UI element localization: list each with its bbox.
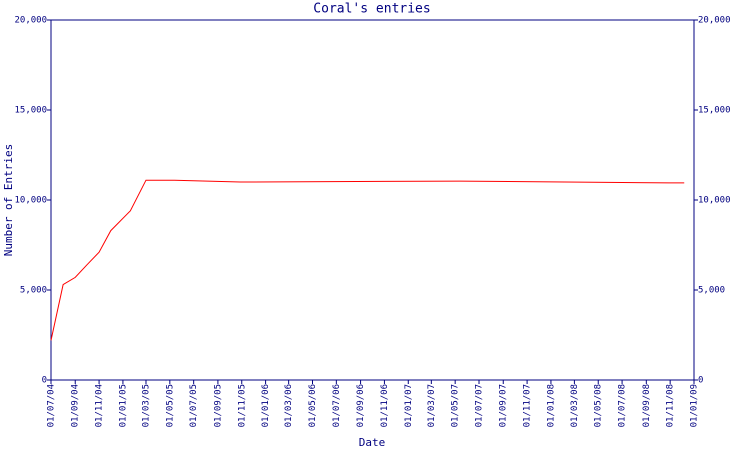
x-tick-label: 01/07/05 xyxy=(189,384,199,427)
y2-tick-label: 10,000 xyxy=(698,196,731,206)
chart: Coral's entries Date Number of Entries 0… xyxy=(0,0,750,450)
x-tick-label: 01/11/05 xyxy=(237,384,247,427)
x-tick-label: 01/09/05 xyxy=(213,384,223,427)
x-tick-label: 01/01/05 xyxy=(118,384,128,427)
y-axis-label: Number of Entries xyxy=(2,144,15,257)
x-tick-label: 01/01/06 xyxy=(261,384,271,427)
y-tick-label: 0 xyxy=(42,376,47,386)
y-tick-label: 5,000 xyxy=(20,286,47,296)
x-tick-label: 01/05/05 xyxy=(165,384,175,427)
x-tick-label: 01/11/08 xyxy=(666,384,676,427)
y-tick-label: 10,000 xyxy=(14,196,47,206)
x-tick-label: 01/09/06 xyxy=(356,384,366,427)
chart-title: Coral's entries xyxy=(313,2,430,17)
x-tick-label: 01/03/06 xyxy=(284,384,294,427)
y-tick-label: 20,000 xyxy=(14,16,47,26)
y2-tick-label: 5,000 xyxy=(698,286,725,296)
x-tick-label: 01/11/07 xyxy=(523,384,533,427)
x-tick-label: 01/05/08 xyxy=(594,384,604,427)
x-tick-label: 01/05/06 xyxy=(308,384,318,427)
x-tick-label: 01/03/07 xyxy=(427,384,437,427)
x-tick-label: 01/01/07 xyxy=(404,384,414,427)
x-tick-label: 01/11/04 xyxy=(95,384,105,427)
x-tick-label: 01/01/08 xyxy=(546,384,556,427)
y-tick-label: 15,000 xyxy=(14,106,47,116)
x-tick-label: 01/07/08 xyxy=(618,384,628,427)
x-tick-label: 01/05/07 xyxy=(451,384,461,427)
x-tick-label: 01/01/09 xyxy=(690,384,700,427)
y2-tick-label: 20,000 xyxy=(698,16,731,26)
x-tick-label: 01/03/08 xyxy=(570,384,580,427)
x-tick-label: 01/03/05 xyxy=(141,384,151,427)
y2-tick-label: 15,000 xyxy=(698,106,731,116)
x-tick-label: 01/07/06 xyxy=(332,384,342,427)
x-axis-label: Date xyxy=(359,436,386,449)
x-tick-label: 01/07/04 xyxy=(47,384,57,427)
x-tick-label: 01/09/08 xyxy=(642,384,652,427)
plot-frame xyxy=(51,20,694,380)
data-line xyxy=(51,180,684,340)
x-tick-label: 01/09/04 xyxy=(71,384,81,427)
x-tick-label: 01/07/07 xyxy=(475,384,485,427)
y2-tick-label: 0 xyxy=(698,376,703,386)
x-tick-label: 01/09/07 xyxy=(499,384,509,427)
x-tick-label: 01/11/06 xyxy=(380,384,390,427)
